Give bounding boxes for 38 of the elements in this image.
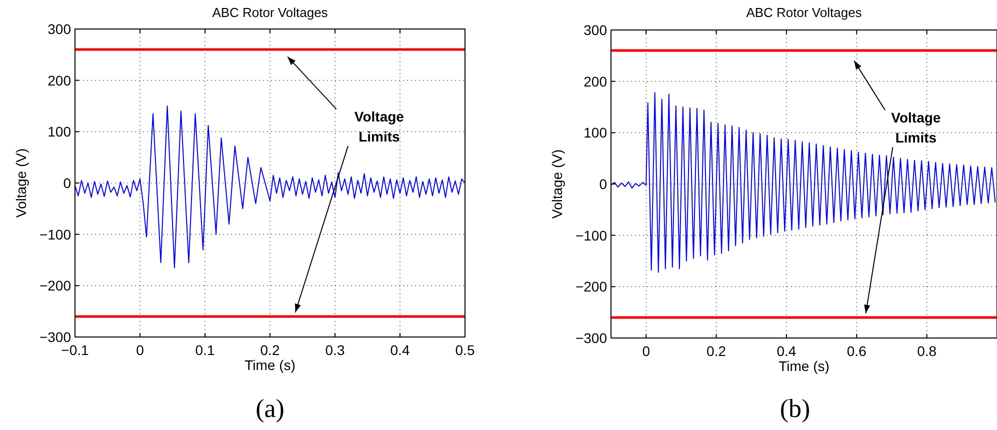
x-tick-label: 0: [642, 343, 650, 359]
y-tick-label: 300: [584, 22, 608, 38]
y-tick-label: 200: [584, 73, 608, 90]
chart-title: ABC Rotor Voltages: [212, 5, 328, 20]
y-tick-label: −300: [575, 330, 608, 346]
x-tick-label: 0.2: [706, 343, 726, 359]
x-axis-title: Time (s): [778, 358, 830, 374]
y-axis-title: Voltage (V): [549, 149, 565, 219]
y-tick-label: 100: [584, 124, 608, 141]
annotation: Voltage Limits: [891, 109, 941, 146]
x-tick-label: 0.6: [846, 343, 867, 359]
x-tick-label: 0.3: [325, 342, 345, 358]
y-tick-label: 100: [48, 124, 72, 140]
x-tick-label: 0.1: [195, 342, 215, 358]
y-tick-label: 300: [48, 21, 72, 37]
text: (b): [780, 394, 810, 423]
y-tick-label: −200: [575, 278, 608, 295]
y-axis-title: Voltage (V): [13, 148, 29, 218]
x-tick-label: 0.2: [260, 342, 280, 358]
y-tick-label: −100: [39, 226, 72, 242]
y-tick-label: −100: [575, 227, 608, 244]
x-tick-label: 0.5: [455, 342, 475, 358]
y-tick-label: −200: [39, 278, 72, 294]
x-tick-label: 0.4: [776, 343, 796, 359]
y-tick-label: 200: [48, 72, 72, 88]
x-tick-label: −0.1: [61, 342, 90, 358]
y-tick-label: 0: [599, 176, 608, 192]
annotation: Voltage Limits: [354, 108, 404, 144]
y-tick-label: −300: [39, 329, 72, 345]
y-tick-label: 0: [63, 175, 72, 191]
x-tick-label: 0: [136, 342, 144, 358]
x-tick-label: 0.4: [390, 342, 410, 358]
chart-title: ABC Rotor Voltages: [746, 5, 862, 20]
line-series: [610, 92, 996, 273]
text: (a): [256, 394, 284, 423]
x-axis-title: Time (s): [244, 357, 296, 373]
x-tick-label: 0.8: [917, 343, 937, 359]
line-series: [74, 106, 466, 268]
